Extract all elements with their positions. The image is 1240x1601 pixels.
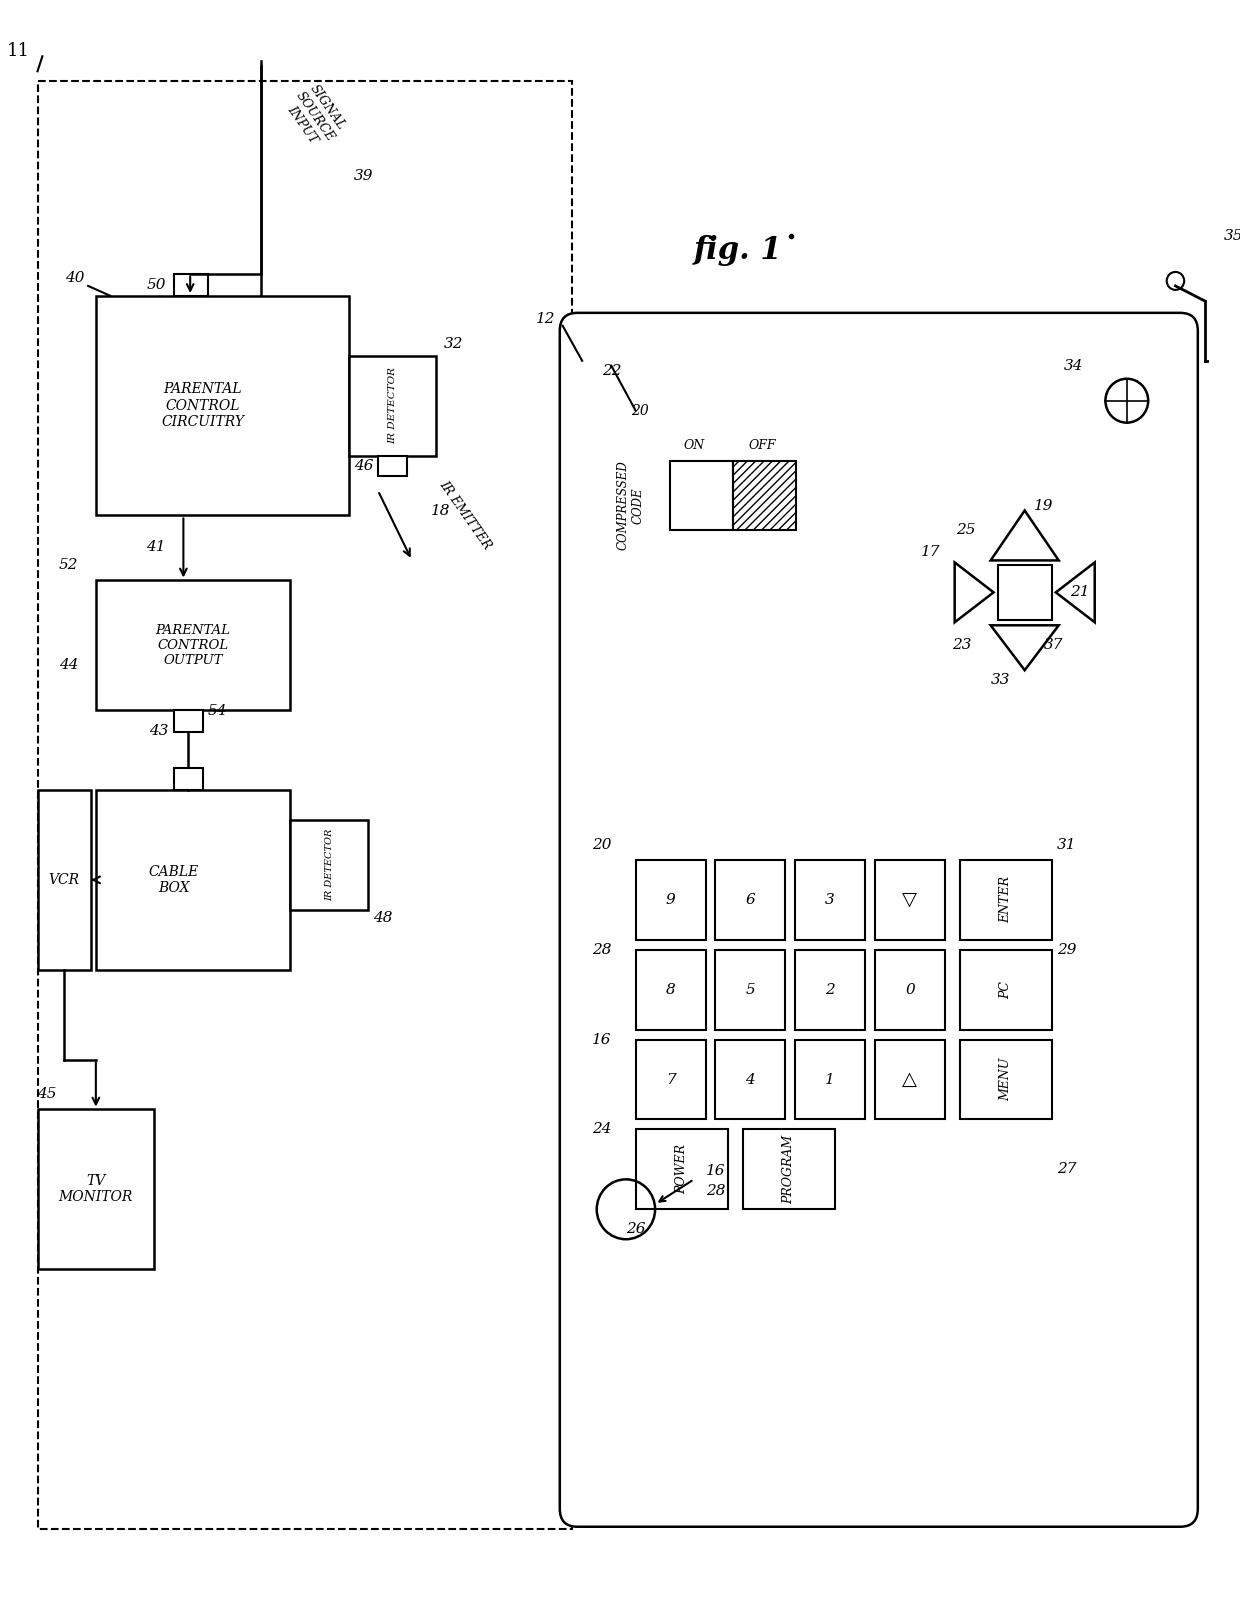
Bar [636, 860, 706, 940]
Bar [715, 949, 785, 1029]
Bar [636, 1039, 706, 1119]
Text: 29: 29 [1056, 943, 1076, 957]
Bar [875, 949, 945, 1029]
Text: 21: 21 [1070, 586, 1090, 599]
Text: MENU: MENU [998, 1058, 1012, 1101]
Text: IR DETECTOR: IR DETECTOR [325, 829, 334, 901]
Bar [795, 1039, 866, 1119]
Bar [998, 565, 1052, 620]
Text: COMPRESSED
CODE: COMPRESSED CODE [616, 461, 645, 551]
Text: 54: 54 [208, 704, 227, 719]
Text: 50: 50 [146, 279, 166, 291]
Text: 27: 27 [1056, 1162, 1076, 1177]
Text: PARENTAL
CONTROL
CIRCUITRY: PARENTAL CONTROL CIRCUITRY [161, 383, 244, 429]
Text: ON: ON [683, 439, 704, 451]
Bar [795, 860, 866, 940]
Text: 26: 26 [626, 1222, 646, 1236]
Bar [95, 581, 290, 711]
Text: 4: 4 [745, 1073, 755, 1087]
Text: 18: 18 [432, 503, 451, 517]
Text: 31: 31 [1056, 837, 1076, 852]
Text: 16: 16 [591, 1033, 611, 1047]
Text: 37: 37 [1044, 639, 1064, 652]
Bar [378, 456, 407, 475]
Bar [875, 1039, 945, 1119]
Bar [174, 768, 203, 789]
Bar [743, 1129, 835, 1209]
Text: 16: 16 [706, 1164, 725, 1178]
Text: 52: 52 [58, 559, 78, 573]
Bar [875, 860, 945, 940]
Bar [636, 1129, 728, 1209]
Text: 24: 24 [591, 1122, 611, 1137]
Text: 20: 20 [591, 837, 611, 852]
Text: 41: 41 [146, 541, 166, 554]
Text: PARENTAL
CONTROL
OUTPUT: PARENTAL CONTROL OUTPUT [156, 624, 231, 666]
Text: CABLE
BOX: CABLE BOX [149, 865, 198, 895]
Text: fig. 1: fig. 1 [694, 235, 782, 266]
Text: △: △ [903, 1071, 918, 1089]
Text: 43: 43 [149, 724, 169, 738]
Text: 12: 12 [537, 312, 556, 327]
Text: 35: 35 [1224, 229, 1240, 243]
Text: 0: 0 [905, 983, 915, 997]
Text: 19: 19 [1034, 498, 1054, 512]
Text: 46: 46 [353, 458, 373, 472]
Bar [95, 296, 348, 516]
Text: ▽: ▽ [903, 890, 918, 909]
Bar [795, 949, 866, 1029]
Text: POWER: POWER [675, 1145, 688, 1194]
Text: 44: 44 [58, 658, 78, 672]
Bar [174, 274, 208, 296]
Text: 28: 28 [591, 943, 611, 957]
Text: PROGRAM: PROGRAM [782, 1135, 795, 1204]
Text: 32: 32 [444, 336, 464, 351]
Bar [37, 82, 573, 1529]
Text: 22: 22 [601, 363, 621, 378]
Bar [960, 949, 1052, 1029]
Text: 48: 48 [373, 911, 393, 925]
Text: 7: 7 [666, 1073, 676, 1087]
Text: IR EMITTER: IR EMITTER [436, 479, 494, 552]
Text: 45: 45 [37, 1087, 57, 1101]
Bar [733, 461, 796, 530]
Text: 39: 39 [353, 170, 373, 183]
Bar [290, 820, 368, 909]
Text: 6: 6 [745, 893, 755, 906]
Bar [95, 789, 290, 970]
Text: 2: 2 [826, 983, 835, 997]
Bar [636, 949, 706, 1029]
Bar [960, 860, 1052, 940]
Bar [37, 1109, 154, 1270]
Text: IR DETECTOR: IR DETECTOR [388, 367, 397, 443]
Bar [715, 1039, 785, 1119]
Text: 28: 28 [706, 1185, 725, 1198]
Text: 3: 3 [826, 893, 835, 906]
Text: 8: 8 [666, 983, 676, 997]
Text: 40: 40 [64, 271, 84, 285]
Bar [174, 711, 203, 732]
Bar [348, 355, 436, 456]
Text: 5: 5 [745, 983, 755, 997]
Text: ENTER: ENTER [998, 876, 1012, 924]
Text: 1: 1 [826, 1073, 835, 1087]
Text: VCR: VCR [48, 873, 79, 887]
Bar [960, 1039, 1052, 1119]
Bar [715, 860, 785, 940]
Text: TV
MONITOR: TV MONITOR [58, 1174, 133, 1204]
Text: 25: 25 [956, 524, 976, 538]
Text: SIGNAL
SOURCE
INPUT: SIGNAL SOURCE INPUT [280, 80, 348, 152]
FancyBboxPatch shape [559, 312, 1198, 1527]
Text: 20: 20 [631, 403, 649, 418]
Text: OFF: OFF [749, 439, 776, 451]
Text: PC: PC [998, 981, 1012, 999]
Bar [37, 789, 91, 970]
Text: 23: 23 [951, 639, 971, 652]
Text: 33: 33 [991, 672, 1011, 687]
Text: 17: 17 [920, 546, 940, 559]
Text: 9: 9 [666, 893, 676, 906]
Text: 11: 11 [6, 42, 30, 61]
Bar [670, 461, 733, 530]
Text: 34: 34 [1064, 359, 1083, 373]
